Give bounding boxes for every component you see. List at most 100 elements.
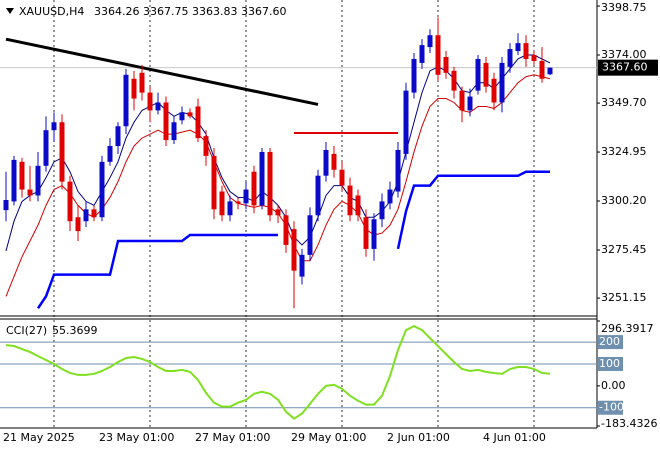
candle-body: [275, 209, 281, 216]
candle-body: [363, 217, 369, 249]
candle-body: [339, 169, 345, 186]
level-box: [598, 335, 623, 350]
y-tick-label: 3275.45: [601, 243, 647, 256]
candle-body: [315, 175, 321, 216]
candle-body: [163, 102, 169, 141]
last-price-box: [598, 59, 658, 76]
cci-line: [5, 325, 551, 420]
level-box: [598, 400, 623, 415]
indicator-line: [36, 170, 550, 309]
candle-body: [323, 149, 329, 176]
candle-body: [203, 136, 209, 156]
y-tick-label: 3374.00: [601, 48, 647, 61]
x-tick-label: 4 Jun 01:00: [483, 431, 546, 444]
y-tick-label: 3349.70: [601, 96, 647, 109]
candle-body: [219, 191, 225, 216]
candle-body: [235, 201, 241, 204]
candle-body: [171, 122, 177, 141]
candle-body: [355, 195, 361, 216]
candle-body: [523, 43, 529, 59]
candle-body: [91, 209, 97, 218]
candle-body: [443, 56, 449, 73]
candle-body: [131, 78, 137, 99]
x-tick-label: 27 May 01:00: [195, 431, 270, 444]
level-label: -100: [599, 401, 624, 414]
candle-body: [243, 189, 249, 204]
candle-body: [67, 181, 73, 222]
candle-body: [19, 161, 25, 190]
candle-body: [387, 189, 393, 204]
candle-body: [211, 155, 217, 210]
candle-body: [499, 62, 505, 103]
candle-body: [411, 58, 417, 93]
x-tick-label: 21 May 2025: [3, 431, 75, 444]
y-tick-label: 0.00: [601, 379, 626, 392]
candle-body: [467, 96, 473, 111]
candle-body: [251, 171, 257, 206]
candle-body: [483, 62, 489, 87]
candle-body: [75, 217, 81, 232]
symbol: XAUUSD,H4: [19, 5, 84, 18]
candle-body: [403, 90, 409, 154]
candle-body: [531, 55, 537, 61]
candle-body: [123, 74, 129, 127]
candle-body: [155, 102, 161, 111]
drawn-line: [5, 37, 319, 106]
candle-body: [371, 219, 377, 249]
candle-body: [291, 229, 297, 271]
candle-body: [99, 161, 105, 218]
candle-body: [179, 112, 185, 121]
y-tick-label: 3324.95: [601, 145, 647, 158]
ohlc: 3364.26 3367.75 3363.83 3367.60: [94, 5, 286, 18]
indicator-line: [5, 54, 551, 252]
candle-body: [51, 122, 57, 131]
candle-body: [419, 45, 425, 63]
candle-body: [35, 165, 41, 196]
candle-body: [3, 200, 9, 211]
candle-body: [539, 60, 545, 79]
y-tick-label: -183.4326: [601, 417, 657, 430]
candle-body: [307, 215, 313, 255]
candle-body: [507, 49, 513, 67]
x-tick-label: 23 May 01:00: [99, 431, 174, 444]
candle-body: [267, 151, 273, 216]
candle-body: [299, 254, 305, 277]
x-tick-label: 29 May 01:00: [291, 431, 366, 444]
cci-value: 55.3699: [52, 324, 98, 337]
y-tick-label: 296.3917: [601, 322, 654, 335]
level-box: [598, 356, 623, 371]
candle-body: [379, 201, 385, 220]
candle-body: [11, 159, 17, 202]
last-price-label: 3367.60: [602, 61, 648, 74]
candle-body: [139, 72, 145, 93]
candle-body: [475, 58, 481, 91]
candle-body: [283, 215, 289, 245]
candle-body: [451, 70, 457, 91]
candle-body: [115, 126, 121, 147]
y-tick-label: 3251.15: [601, 291, 647, 304]
cci-title: CCI(27): [6, 324, 47, 337]
candle-body: [547, 67, 553, 75]
candle-body: [515, 43, 521, 52]
level-label: 200: [599, 335, 620, 348]
candle-body: [43, 130, 49, 166]
candle-body: [227, 201, 233, 216]
level-label: 100: [599, 357, 620, 370]
collapse-icon: [6, 8, 14, 14]
y-tick-label: 3300.20: [601, 194, 647, 207]
candle-body: [395, 149, 401, 192]
candle-body: [27, 189, 33, 196]
candle-body: [435, 35, 441, 75]
candle-body: [83, 209, 89, 222]
x-tick-label: 2 Jun 01:00: [387, 431, 450, 444]
candle-body: [259, 151, 265, 206]
candle-body: [427, 35, 433, 48]
candle-body: [107, 146, 113, 162]
candle-body: [147, 92, 153, 111]
y-tick-label: 3398.75: [601, 1, 647, 14]
candle-body: [187, 112, 193, 117]
candle-body: [491, 78, 497, 103]
candle-body: [459, 90, 465, 111]
candle-body: [195, 106, 201, 139]
